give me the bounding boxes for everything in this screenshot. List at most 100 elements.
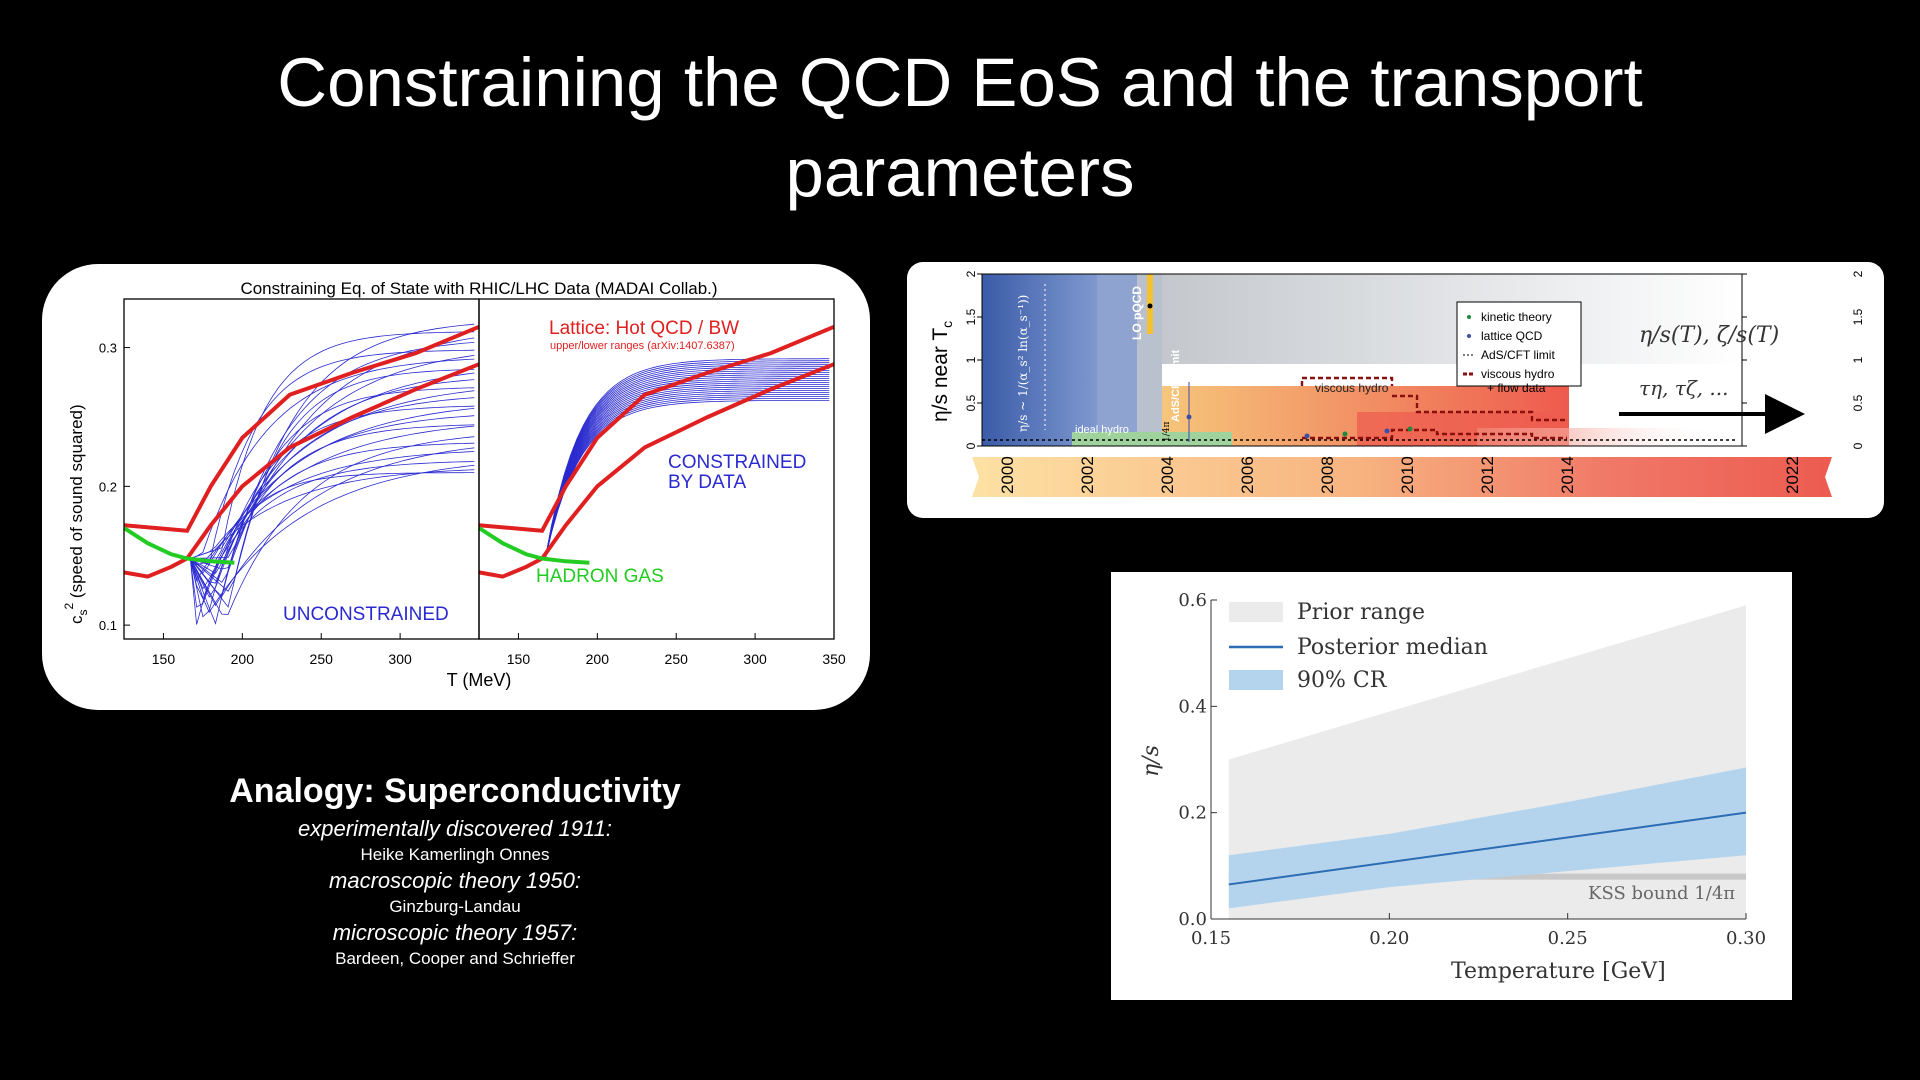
eos-y-tick-label: 0.1	[99, 618, 117, 633]
eos-posterior-curve	[544, 360, 830, 559]
eos-x-tick-label: 200	[231, 651, 255, 667]
year-label: 2006	[1238, 456, 1257, 494]
legend-lattice-qcd: lattice QCD	[1481, 329, 1543, 343]
legend-prior-swatch	[1229, 602, 1283, 622]
eos-posterior-curve	[189, 397, 475, 584]
analogy-heading: Analogy: Superconductivity	[229, 772, 681, 810]
posterior-x-axis-label: Temperature [GeV]	[1451, 959, 1666, 984]
viscous-hydro-bound-upper	[1300, 376, 1567, 422]
posterior-x-tick-label: 0.15	[1191, 928, 1231, 949]
legend-prior-range: Prior range	[1297, 600, 1425, 625]
eos-x-tick-label: 250	[665, 651, 689, 667]
eos-posterior-curve	[189, 436, 475, 615]
future-params-1: η/s(T), ζ/s(T)	[1639, 323, 1779, 348]
analogy-item-name: Ginzburg-Landau	[389, 897, 521, 916]
viscous-hydro-label: viscous hydro	[1315, 381, 1389, 395]
legend-cr-swatch	[1229, 670, 1283, 690]
posterior-y-tick-label: 0.0	[1178, 909, 1207, 930]
eos-posterior-curve	[189, 447, 475, 598]
eos-x-axis-label: T (MeV)	[447, 670, 512, 690]
eos-posterior-curve	[190, 408, 475, 565]
history-y-tick-label: 1.5	[1851, 308, 1865, 325]
eos-posterior-curve	[190, 469, 475, 566]
kss-label: 1/4π	[1162, 422, 1172, 442]
eos-posterior-curve	[544, 366, 830, 559]
posterior-x-tick-label: 0.20	[1369, 928, 1409, 949]
eos-posterior-curve	[190, 337, 475, 583]
pqcd-era-region	[1097, 274, 1137, 446]
posterior-median-line	[1228, 811, 1747, 886]
eos-x-tick-label: 300	[388, 651, 412, 667]
history-y-axis-label: η/s near Tc	[929, 321, 955, 422]
eos-posterior-curve	[190, 331, 475, 561]
posterior-y-tick-label: 0.4	[1178, 696, 1207, 717]
history-y-tick-label: 0	[964, 442, 978, 449]
future-params-2: τη, τζ, ...	[1639, 376, 1728, 400]
eos-posterior-curve	[189, 425, 475, 582]
analogy-item-label: microscopic theory 1957:	[332, 920, 578, 945]
lo-pqcd-label: LO pQCD	[1130, 286, 1144, 340]
posterior-legend: Prior range Posterior median 90% CR	[1229, 600, 1488, 693]
unconstrained-label: UNCONSTRAINED	[283, 604, 449, 625]
legend-ads-cft: AdS/CFT limit	[1481, 348, 1555, 362]
history-legend: kinetic theory lattice QCD AdS/CFT limit…	[1456, 301, 1582, 395]
eos-plot-constrained	[477, 324, 835, 579]
history-y-tick-label: 1.5	[964, 308, 978, 325]
eos-posterior-curve	[544, 372, 830, 559]
eos-y-tick-label: 0.2	[99, 479, 117, 494]
eta-s-history-chart: 0 0.5 1 1.5 2 0 0.5 1 1.5 2 η/s near Tc 2000 2002…	[929, 270, 1865, 497]
ideal-hydro-band	[1072, 432, 1232, 446]
analogy-section: Analogy: Superconductivity experimentall…	[145, 772, 765, 971]
history-y-tick-label: 2	[1851, 270, 1865, 277]
grey-region	[1162, 274, 1742, 364]
constrained-label-2: BY DATA	[668, 472, 746, 493]
posterior-y-tick-label: 0.2	[1178, 803, 1207, 824]
eos-x-tick-label: 200	[586, 651, 610, 667]
eos-posterior-curve	[189, 372, 475, 608]
ideal-hydro-label: ideal hydro	[1075, 424, 1129, 436]
legend-flow-data: + flow data	[1487, 381, 1546, 395]
legend-posterior-median: Posterior median	[1297, 635, 1488, 660]
eos-x-tick-label: 150	[507, 651, 531, 667]
eos-posterior-curve	[189, 387, 475, 607]
eos-posterior-curve	[190, 424, 475, 559]
eos-posterior-curve	[190, 390, 475, 559]
slide-title-line1: Constraining the QCD EoS and the transpo…	[277, 44, 1643, 121]
history-y-tick-label: 0	[1851, 442, 1865, 449]
hadron-gas-curve	[477, 526, 590, 565]
hadron-gas-curve	[122, 526, 235, 565]
lattice-point-1	[1304, 433, 1310, 439]
year-label: 2022	[1783, 456, 1802, 494]
history-y-tick-label: 0.5	[964, 394, 978, 411]
kinetic-point-2	[1407, 426, 1413, 432]
eos-x-tick-label: 250	[310, 651, 334, 667]
eos-posterior-curve	[190, 358, 475, 559]
legend-90-cr: 90% CR	[1297, 668, 1388, 693]
history-y-tick-label: 2	[964, 270, 978, 277]
early-era-region	[982, 274, 1097, 446]
ads-cft-label: AdS/CFT limit	[1170, 350, 1182, 422]
eos-posterior-curve	[190, 442, 475, 574]
lo-pqcd-dot	[1147, 303, 1153, 309]
eos-posterior-curve	[544, 382, 830, 559]
eos-posterior-curve	[544, 392, 830, 559]
year-label: 2012	[1478, 456, 1497, 494]
eta-s-posterior-chart: 0.15 0.20 0.25 0.30 0.0 0.2 0.4 0.6 Temperature…	[1139, 590, 1766, 984]
slide-title: Constraining the QCD EoS and the transpo…	[0, 38, 1920, 218]
eos-posterior-curve	[544, 364, 830, 559]
posterior-x-tick-label: 0.30	[1726, 928, 1766, 949]
year-label: 2010	[1398, 456, 1417, 494]
legend-kinetic-theory: kinetic theory	[1481, 310, 1552, 324]
kinetic-point-1	[1342, 431, 1348, 437]
eos-x-tick-label: 300	[743, 651, 767, 667]
eos-chart: Constraining Eq. of State with RHIC/LHC …	[62, 279, 846, 690]
lattice-label: Lattice: Hot QCD / BW	[549, 318, 739, 339]
eos-chart-panel: Constraining Eq. of State with RHIC/LHC …	[42, 264, 870, 710]
slide-title-line2: parameters	[785, 134, 1135, 211]
analogy-item-label: experimentally discovered 1911:	[298, 816, 612, 841]
eta-s-history-panel: 0 0.5 1 1.5 2 0 0.5 1 1.5 2 η/s near Tc 2000 2002…	[907, 262, 1884, 518]
year-label: 2004	[1158, 456, 1177, 494]
hadron-gas-label: HADRON GAS	[536, 566, 664, 587]
constrained-label-1: CONSTRAINED	[668, 452, 806, 473]
posterior-x-tick-label: 0.25	[1548, 928, 1588, 949]
